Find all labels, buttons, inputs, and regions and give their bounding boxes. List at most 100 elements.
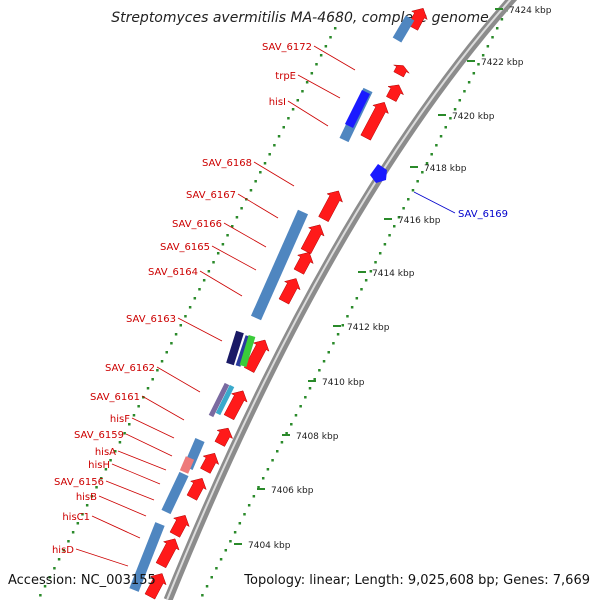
tick-dot [327, 351, 330, 354]
gene-arrow[interactable] [360, 102, 389, 141]
tick-dot [123, 432, 126, 435]
tick-dot [57, 558, 61, 561]
cds-bar[interactable] [235, 335, 251, 367]
gene-arrow[interactable] [300, 224, 325, 255]
gene-label[interactable]: hisF [110, 414, 130, 425]
tick-dot [198, 288, 201, 291]
tick-dot [165, 351, 168, 354]
gene-arrow[interactable] [278, 278, 301, 305]
leader-line [253, 161, 295, 187]
tick-dot [481, 54, 485, 57]
tick-dot [280, 441, 284, 444]
gene-arrow[interactable] [293, 252, 314, 275]
tick-dot [76, 522, 80, 525]
gene-label[interactable]: SAV_6172 [262, 42, 312, 53]
gene-label[interactable]: SAV_6164 [148, 267, 198, 278]
leader-line [125, 433, 173, 457]
tick-dot [402, 207, 405, 210]
tick-dot [240, 207, 243, 210]
tick-dot [369, 270, 373, 273]
tick-dot [252, 495, 256, 498]
tick-dot [205, 585, 209, 588]
cds-bar[interactable] [226, 330, 244, 366]
gene-label[interactable]: hisI [269, 97, 286, 108]
tick-dot [231, 225, 234, 228]
gene-arrow[interactable] [386, 84, 405, 102]
cds-bar[interactable] [392, 15, 415, 43]
gene-label[interactable]: SAV_6156 [54, 477, 104, 488]
tick-dot [43, 585, 47, 588]
scale-label: 7404 kbp [248, 541, 291, 551]
gene-arrow[interactable] [318, 190, 343, 223]
gene-arrow[interactable] [393, 64, 410, 78]
gene-label[interactable]: trpE [275, 71, 296, 82]
gene-label[interactable]: hisD [52, 545, 74, 556]
tick-dot [472, 72, 476, 75]
tick-dot [132, 414, 136, 417]
tick-dot [229, 540, 232, 543]
tick-dot [282, 126, 285, 129]
tick-dot [355, 297, 359, 300]
highlight-leader-line [413, 191, 456, 214]
gene-label[interactable]: SAV_6166 [172, 219, 222, 230]
gene-arrow[interactable] [144, 573, 167, 600]
tick-dot [304, 396, 307, 399]
tick-dot [458, 99, 462, 102]
cds-bar[interactable] [215, 384, 235, 416]
gene-label[interactable]: hisA [95, 447, 116, 458]
gene-label[interactable]: SAV_6165 [160, 242, 210, 253]
cds-bar[interactable] [208, 382, 230, 418]
tick-dot [453, 108, 457, 111]
gene-label[interactable]: SAV_6159 [74, 430, 124, 441]
tick-dot [393, 225, 396, 228]
gene-labels[interactable]: SAV_6172 trpE hisI SAV_6168 SAV_6167 SAV_6166… [52, 42, 508, 567]
tick-dot [329, 36, 332, 39]
highlighted-gene[interactable] [370, 164, 387, 183]
cds-bar[interactable] [250, 209, 309, 321]
cds-bar[interactable] [179, 456, 195, 474]
gene-label[interactable]: SAV_6162 [105, 363, 155, 374]
gene-arrow[interactable] [169, 515, 190, 538]
genome-summary-text: Topology: linear; Length: 9,025,608 bp; … [244, 573, 590, 588]
gene-label[interactable]: SAV_6163 [126, 314, 176, 325]
tick-dot [296, 99, 300, 102]
tick-dot [425, 162, 429, 165]
tick-dot [90, 495, 94, 498]
gene-arrow[interactable] [186, 478, 207, 501]
gene-label[interactable]: SAV_6167 [186, 190, 236, 201]
tick-dot [449, 117, 452, 120]
tick-dot [315, 63, 318, 66]
tick-dot [324, 45, 328, 48]
gene-track[interactable] [129, 8, 428, 600]
leader-line [156, 366, 201, 393]
tick-dot [273, 144, 276, 147]
gene-label[interactable]: hisC1 [62, 512, 90, 523]
gene-label[interactable]: hisB [76, 492, 97, 503]
gene-arrow[interactable] [214, 427, 234, 447]
tick-dot [290, 423, 293, 426]
tick-dot [109, 459, 112, 462]
cds-bar[interactable] [239, 334, 256, 368]
gene-label[interactable]: SAV_6161 [90, 392, 140, 403]
gene-arrow[interactable] [155, 538, 180, 569]
gene-arrow[interactable] [200, 452, 220, 474]
cds-bar[interactable] [344, 89, 371, 129]
cds-bar[interactable] [129, 522, 165, 592]
gene-label[interactable]: SAV_6168 [202, 158, 252, 169]
tick-dot [257, 486, 260, 489]
gene-label[interactable]: hisH [88, 460, 110, 471]
tick-dot [378, 252, 382, 255]
leader-line [117, 450, 167, 471]
tick-dot [439, 135, 443, 138]
tick-dot [407, 198, 410, 201]
gene-arrow[interactable] [223, 390, 248, 421]
leader-line [287, 100, 329, 127]
tick-dot [263, 162, 267, 165]
cds-bar[interactable] [161, 471, 189, 515]
tick-dot [160, 360, 164, 363]
tick-dot [193, 297, 197, 300]
highlight-gene-label[interactable]: SAV_6169 [458, 209, 508, 220]
tick-dot [313, 378, 316, 381]
scale-label: 7420 kbp [452, 112, 495, 122]
